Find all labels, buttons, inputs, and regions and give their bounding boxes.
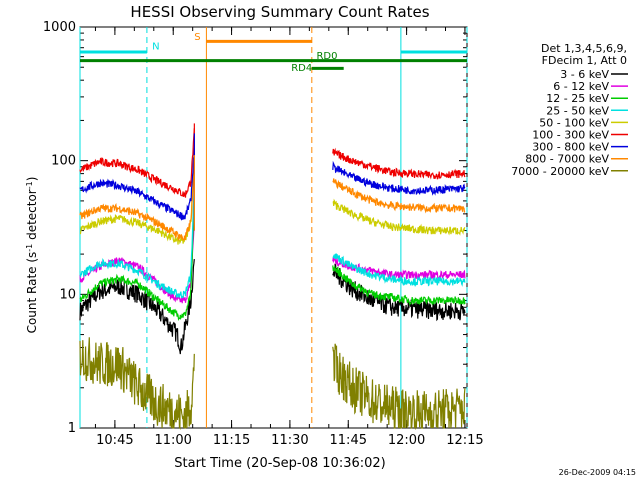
x-axis-label: Start Time (20-Sep-08 10:36:02) xyxy=(174,456,385,471)
chart-title: HESSI Observing Summary Count Rates xyxy=(130,3,429,21)
legend-label-12-25-kev: 12 - 25 keV xyxy=(546,92,609,105)
state-label-rd4: RD4 xyxy=(291,63,312,74)
series-300-800-kev xyxy=(79,147,195,221)
state-label-n: N xyxy=(152,41,159,52)
series-100-300-kev xyxy=(79,128,195,198)
series-late-100-300-kev xyxy=(332,147,466,180)
series-late-7000-20000-kev xyxy=(332,343,466,431)
legend-label-300-800-kev: 300 - 800 keV xyxy=(532,141,609,154)
series-late-25-50-kev xyxy=(332,253,466,288)
series-late-12-25-kev xyxy=(332,265,466,306)
legend-label-7000-20000-kev: 7000 - 20000 keV xyxy=(511,165,609,178)
y-tick-label: 100 xyxy=(51,154,76,169)
x-tick-label: 12:15 xyxy=(446,433,483,448)
legend-header-line-2: FDecim 1, Att 0 xyxy=(542,54,627,67)
series-800-7000-kev xyxy=(79,170,195,242)
y-axis-label-sup1: -1 xyxy=(25,244,34,252)
x-tick-label: 11:30 xyxy=(271,433,308,448)
series-late-6-12-kev xyxy=(332,257,466,280)
y-axis-label-main: Count Rate (s xyxy=(25,252,39,334)
x-tick-label: 11:15 xyxy=(213,433,250,448)
series-12-25-kev xyxy=(79,199,195,322)
series-late-300-800-kev xyxy=(332,160,466,196)
legend-label-50-100-kev: 50 - 100 keV xyxy=(539,116,609,129)
legend-label-3-6-kev: 3 - 6 keV xyxy=(560,68,609,81)
plot-area: 10:45 11:00 11:15 11:30 11:45 12:00 12:15 1 10 10… xyxy=(43,20,484,448)
y-axis-label: Count Rate (s-1 detector-1) xyxy=(25,177,40,334)
y-tick-label: 10 xyxy=(59,287,76,302)
series-late-3-6-kev xyxy=(332,263,466,322)
series-25-50-kev xyxy=(79,185,195,299)
legend: Det 1,3,4,5,6,9, FDecim 1, Att 0 3 - 6 k… xyxy=(511,42,628,178)
x-tick-label: 11:45 xyxy=(330,433,367,448)
y-axis-label-sup2: -1 xyxy=(25,181,34,189)
state-label-rd0: RD0 xyxy=(316,51,337,62)
legend-label-100-300-kev: 100 - 300 keV xyxy=(532,129,609,142)
series-late-50-100-kev xyxy=(332,198,466,236)
legend-label-800-7000-kev: 800 - 7000 keV xyxy=(525,153,609,166)
footer-timestamp: 26-Dec-2009 04:15 xyxy=(559,468,636,477)
y-tick-label: 1000 xyxy=(43,20,76,35)
series-7000-20000-kev xyxy=(79,337,195,431)
x-tick-label: 10:45 xyxy=(96,433,133,448)
y-axis-label-end: ) xyxy=(25,177,39,182)
legend-header-line-1: Det 1,3,4,5,6,9, xyxy=(541,42,627,55)
series-50-100-kev xyxy=(79,161,195,245)
y-axis-label-mid: detector xyxy=(25,189,39,244)
legend-label-25-50-kev: 25 - 50 keV xyxy=(546,104,609,117)
series-late-800-7000-kev xyxy=(332,178,466,214)
x-tick-label: 12:00 xyxy=(388,433,425,448)
legend-label-6-12-kev: 6 - 12 keV xyxy=(553,80,609,93)
state-label-s: S xyxy=(194,32,200,43)
y-tick-label: 1 xyxy=(68,421,76,436)
x-tick-label: 11:00 xyxy=(154,433,191,448)
